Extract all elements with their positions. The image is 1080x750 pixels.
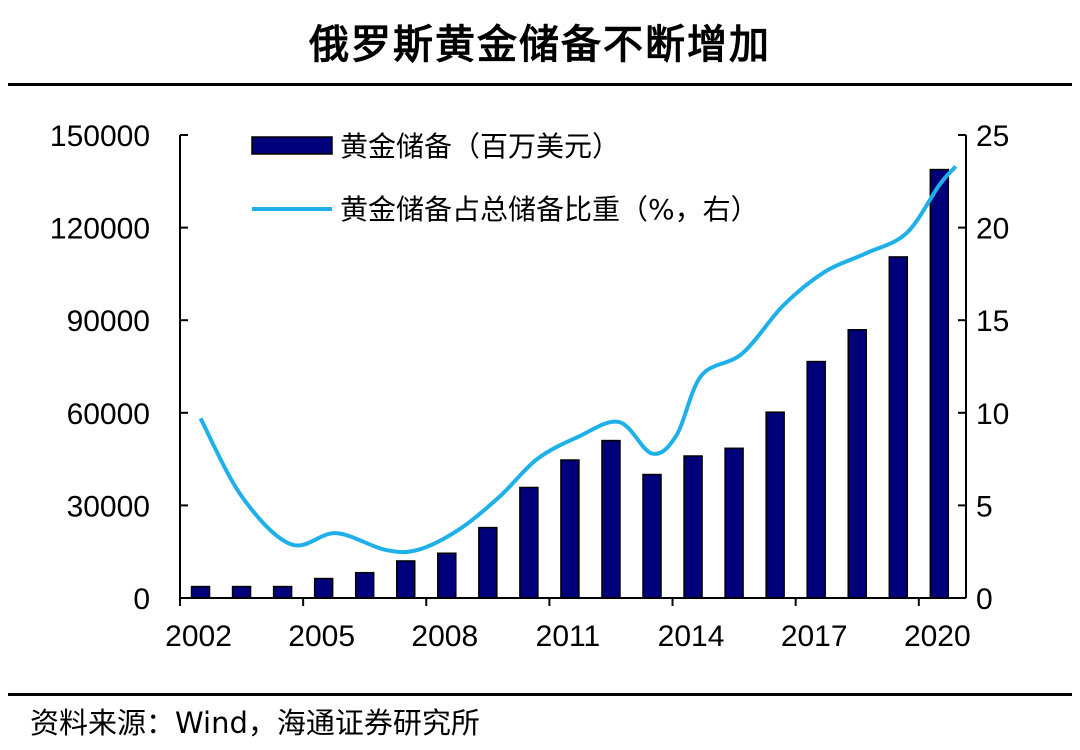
x-tick-label: 2014 [658,620,725,653]
right-tick-label: 0 [976,583,993,616]
right-tick-label: 5 [976,490,993,523]
left-tick-label: 30000 [67,490,150,523]
x-tick-label: 2020 [904,620,971,653]
bar-2015 [724,447,744,599]
legend: 黄金储备（百万美元） 黄金储备占总储备比重（%，右） [251,130,759,226]
bar-2004 [272,585,293,599]
bar-2011 [560,459,580,599]
right-tick-label: 20 [976,213,1009,246]
top-rule [8,83,1072,86]
bottom-rule [8,693,1072,696]
bar-2009 [478,526,498,599]
left-tick-label: 0 [133,583,150,616]
x-tick-label: 2008 [411,620,478,653]
right-tick-label: 15 [976,305,1009,338]
bar-2018 [847,329,867,599]
chart-title: 俄罗斯黄金储备不断增加 [309,21,771,68]
left-tick-label: 150000 [50,120,150,153]
bar-2013 [642,473,662,599]
source-note: 资料来源：Wind，海通证券研究所 [30,706,480,740]
bar-2020 [929,168,950,599]
bar-2019 [888,256,909,599]
bar-2017 [806,360,826,599]
left-tick-label: 60000 [67,398,150,431]
bar-2005 [313,577,334,599]
x-tick-label: 2002 [165,620,232,653]
left-tick-label: 90000 [67,305,150,338]
x-tick-label: 2011 [536,620,601,653]
left-tick-label: 120000 [50,213,150,246]
bar-2016 [765,411,785,599]
bar-2014 [683,455,703,599]
chart: 0 30000 60000 90000 120000 150000 0 5 10 15 20 25 20… [50,120,1009,653]
bar-2012 [601,439,621,599]
x-tick-label: 2005 [288,620,355,653]
ratio-line [198,165,958,555]
bar-2010 [519,486,539,599]
axes: 0 30000 60000 90000 120000 150000 0 5 10 15 20 25 20… [50,120,1009,653]
right-tick-label: 25 [976,120,1009,153]
bar-group [190,168,950,599]
bar-2007 [395,560,416,599]
bar-2006 [354,571,375,599]
legend-bar-swatch [251,136,333,155]
legend-bar-label: 黄金储备（百万美元） [340,130,620,163]
right-tick-label: 10 [976,398,1009,431]
legend-line-label: 黄金储备占总储备比重（%，右） [340,193,759,226]
bar-2008 [437,552,457,599]
bar-2002 [190,585,211,599]
x-tick-label: 2017 [781,620,848,653]
bar-2003 [231,585,252,599]
